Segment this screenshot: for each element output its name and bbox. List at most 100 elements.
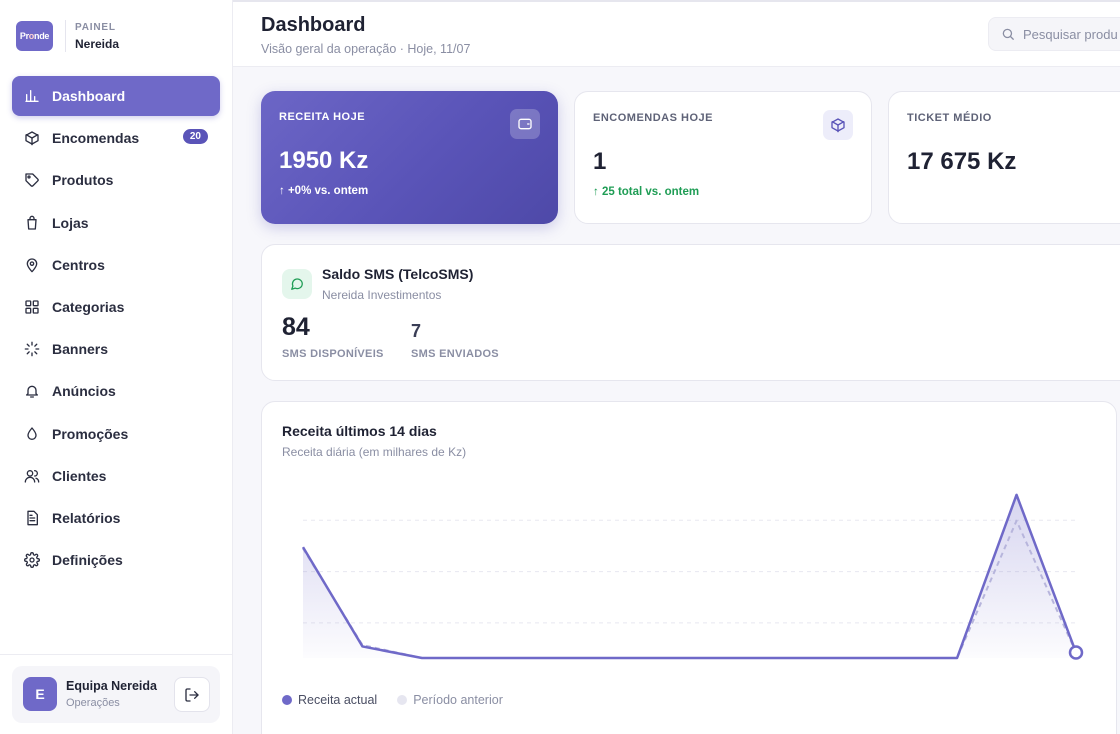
chart-subtitle: Receita diária (em milhares de Kz) [282,445,467,459]
chart-legend: Receita actual Período anterior [282,693,523,707]
sidebar-item-promocoes[interactable]: Promoções [12,414,220,454]
stat-trend: ↑ +0% vs. ontem [279,185,368,197]
brand-kicker: PAINEL [75,21,116,33]
logout-icon [185,687,199,702]
page-title: Dashboard [261,14,366,36]
page-subtitle: Visão geral da operação · Hoje, 11/07 [261,42,471,56]
sidebar-item-definicoes[interactable]: Definições [12,540,220,580]
stat-value: 1 [593,148,607,175]
search-icon [1002,28,1014,40]
legend-label: Período anterior [413,693,503,707]
revenue-today-card: RECEITA HOJE 1950 Kz ↑ +0% vs. ontem [261,91,558,224]
avatar[interactable]: E [23,677,57,711]
revenue-chart-card: Receita últimos 14 dias Receita diária (… [261,401,1117,734]
file-text-icon [24,510,40,526]
brand-separator [65,20,66,52]
stat-label: ENCOMENDAS HOJE [593,112,713,124]
search-input[interactable]: Pesquisar produ [988,17,1120,51]
sidebar-item-label: Definições [52,552,123,569]
brand: Pr o nde PAINEL Nereida [16,20,119,52]
stat-trend-text: +0% vs. ontem [287,185,369,197]
sms-available-label: SMS DISPONÍVEIS [282,348,384,360]
message-icon [282,269,312,299]
bell-icon [24,383,40,399]
sidebar-item-lojas[interactable]: Lojas [12,203,220,243]
user-card: E Equipa Nereida Operações [12,666,220,723]
arrow-up-icon: ↑ [593,186,599,198]
loader-icon [24,341,40,357]
sidebar-item-label: Relatórios [52,509,121,526]
sidebar-item-label: Dashboard [52,88,126,104]
arrow-up-icon: ↑ [279,185,285,197]
brand-logo-text-end: nde [34,31,50,41]
user-role: Operações [66,697,120,709]
legend-label: Receita actual [298,693,378,707]
stat-value: 17 675 Kz [907,148,1017,175]
sidebar-nav: Dashboard Encomendas 20 Produtos Lojas Centro… [12,76,220,582]
sidebar-item-categorias[interactable]: Categorias [12,287,220,327]
brand-logo[interactable]: Pr o nde [16,21,53,51]
droplet-icon [24,426,40,442]
sms-available-value: 84 [282,313,310,341]
legend-dot [282,695,292,705]
tag-icon [24,172,40,188]
grid-icon [24,299,40,315]
data-point [1068,645,1084,660]
bar-chart-icon [24,88,40,104]
brand-name: Nereida [75,36,120,51]
stat-label: RECEITA HOJE [279,111,366,123]
search-placeholder: Pesquisar produ [1023,26,1118,42]
sidebar-item-clientes[interactable]: Clientes [12,456,220,496]
series-line-periodo-anterior [302,519,1077,659]
orders-today-card: ENCOMENDAS HOJE 1 ↑ 25 total vs. ontem [574,91,872,224]
map-pin-icon [24,257,40,273]
sidebar-item-label: Categorias [52,298,125,315]
sidebar-item-anuncios[interactable]: Anúncios [12,371,220,411]
sidebar-item-label: Produtos [52,172,114,189]
sidebar-item-centros[interactable]: Centros [12,245,220,285]
legend-item-current[interactable]: Receita actual [282,693,377,707]
sidebar-item-relatorios[interactable]: Relatórios [12,498,220,538]
stat-label: TICKET MÉDIO [907,112,992,124]
legend-dot [397,695,408,705]
sidebar-item-produtos[interactable]: Produtos [12,160,220,200]
settings-icon [24,552,40,568]
divider [0,654,232,655]
sidebar-item-label: Lojas [52,214,89,231]
wallet-icon [510,109,540,139]
user-name: Equipa Nereida [66,679,157,693]
sidebar-item-encomendas[interactable]: Encomendas 20 [12,118,220,158]
page-header: Dashboard Visão geral da operação · Hoje… [233,2,1120,67]
legend-item-previous[interactable]: Período anterior [397,693,503,707]
sidebar: Pr o nde PAINEL Nereida Dashboard Encomenda… [0,0,233,734]
logout-button[interactable] [174,677,210,712]
sidebar-item-label: Anúncios [52,383,116,400]
sidebar-item-label: Banners [52,341,109,358]
count-badge: 20 [182,129,208,145]
sidebar-item-banners[interactable]: Banners [12,329,220,369]
box-icon [24,130,40,146]
users-icon [24,468,40,484]
top-border [233,0,1120,2]
sidebar-item-label: Promoções [52,425,129,442]
sidebar-item-label: Centros [52,256,105,273]
sms-sent-label: SMS ENVIADOS [411,348,499,360]
sidebar-item-label: Encomendas [52,130,140,147]
sms-balance-card: Saldo SMS (TelcoSMS) Nereida Investiment… [261,244,1120,381]
sms-sent-value: 7 [411,321,422,341]
chart-title: Receita últimos 14 dias [282,423,437,439]
sms-title: Saldo SMS (TelcoSMS) [322,266,474,282]
stat-trend-text: 25 total vs. ontem [601,186,700,198]
sidebar-item-dashboard[interactable]: Dashboard [12,76,220,116]
brand-logo-accent: o [28,31,35,41]
average-ticket-card: TICKET MÉDIO 17 675 Kz [888,91,1120,224]
revenue-chart [301,493,1084,660]
brand-text: PAINEL Nereida [75,22,119,51]
sms-subtitle: Nereida Investimentos [322,288,442,302]
stat-trend: ↑ 25 total vs. ontem [593,186,699,198]
box-icon [823,110,853,140]
sidebar-item-label: Clientes [52,467,107,484]
shopping-bag-icon [24,215,40,231]
stat-value: 1950 Kz [279,147,369,174]
series-line-receita-actual [301,493,1078,660]
